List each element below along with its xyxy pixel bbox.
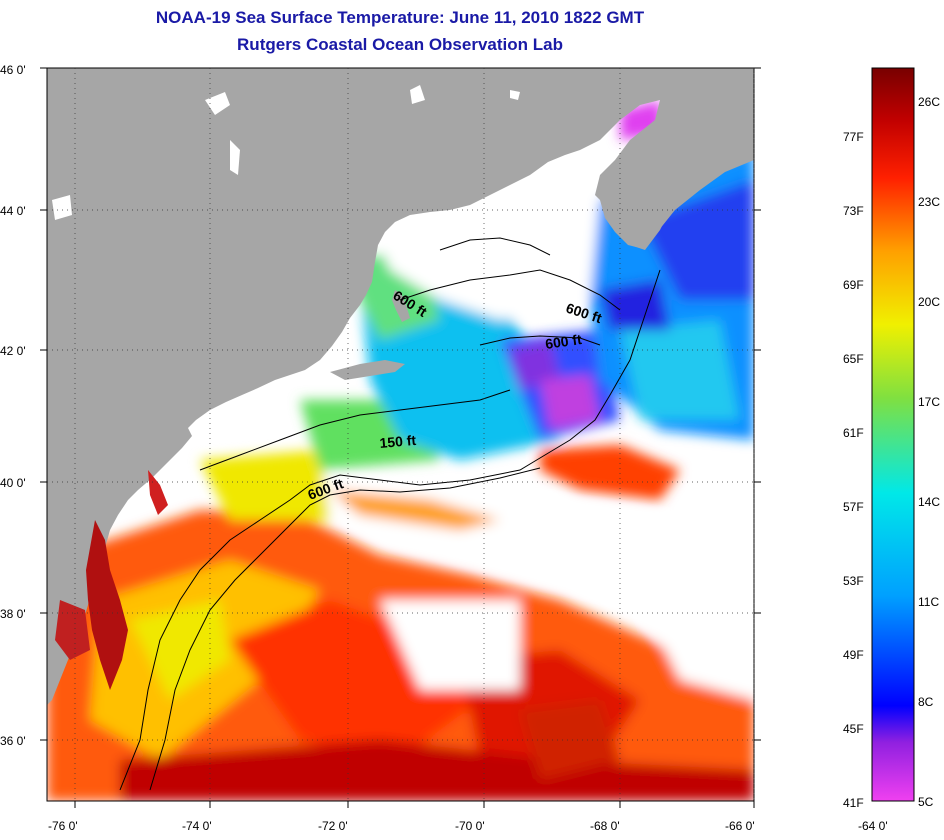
c-label: 11C (918, 595, 939, 609)
lon-label: -64 0' (858, 819, 888, 833)
depth-label: 600 ft (544, 331, 583, 352)
temperature-colorbar: 77F 73F 69F 65F 61F 57F 53F 49F 45F 41F … (843, 67, 940, 810)
f-label: 57F (843, 500, 864, 514)
f-label: 65F (843, 352, 864, 366)
map-subtitle: Rutgers Coastal Ocean Observation Lab (237, 35, 563, 54)
colorbar-gradient (871, 67, 915, 802)
depth-label: 150 ft (379, 432, 417, 451)
axis-ticks (40, 67, 761, 808)
map-frame (46, 67, 755, 802)
f-label: 53F (843, 574, 864, 588)
map-area (47, 68, 754, 801)
lon-label: -74 0' (182, 819, 212, 833)
map-title: NOAA-19 Sea Surface Temperature: June 11… (155, 8, 645, 27)
f-label: 41F (843, 796, 864, 810)
f-label: 49F (843, 648, 864, 662)
depth-contours (119, 237, 661, 791)
c-label: 23C (918, 195, 940, 209)
lon-label: -70 0' (455, 819, 485, 833)
fahrenheit-scale: 77F 73F 69F 65F 61F 57F 53F 49F 45F 41F (843, 130, 864, 810)
lat-label: 42 0' (0, 344, 26, 358)
land-cloud-specks (52, 85, 520, 220)
land (47, 68, 754, 705)
f-label: 69F (843, 278, 864, 292)
f-label: 73F (843, 204, 864, 218)
c-label: 5C (918, 795, 934, 809)
c-label: 20C (918, 295, 940, 309)
f-label: 77F (843, 130, 864, 144)
longitude-labels: -76 0' -74 0' -72 0' -70 0' -68 0' -66 0… (48, 819, 888, 833)
lon-label: -72 0' (318, 819, 348, 833)
lat-label: 46 0' (0, 63, 26, 77)
c-label: 14C (918, 495, 940, 509)
f-label: 45F (843, 722, 864, 736)
graticule (47, 68, 755, 801)
lat-label: 36 0' (0, 734, 26, 748)
c-label: 8C (918, 695, 934, 709)
lon-label: -76 0' (48, 819, 78, 833)
lon-label: -68 0' (590, 819, 620, 833)
lon-label: -66 0' (725, 819, 755, 833)
lat-label: 44 0' (0, 204, 26, 218)
c-label: 26C (918, 95, 940, 109)
f-label: 61F (843, 426, 864, 440)
celsius-scale: 26C 23C 20C 17C 14C 11C 8C 5C (918, 95, 940, 809)
lat-label: 40 0' (0, 476, 26, 490)
latitude-labels: 46 0' 44 0' 42 0' 40 0' 38 0' 36 0' (0, 63, 26, 748)
c-label: 17C (918, 395, 940, 409)
lat-label: 38 0' (0, 607, 26, 621)
